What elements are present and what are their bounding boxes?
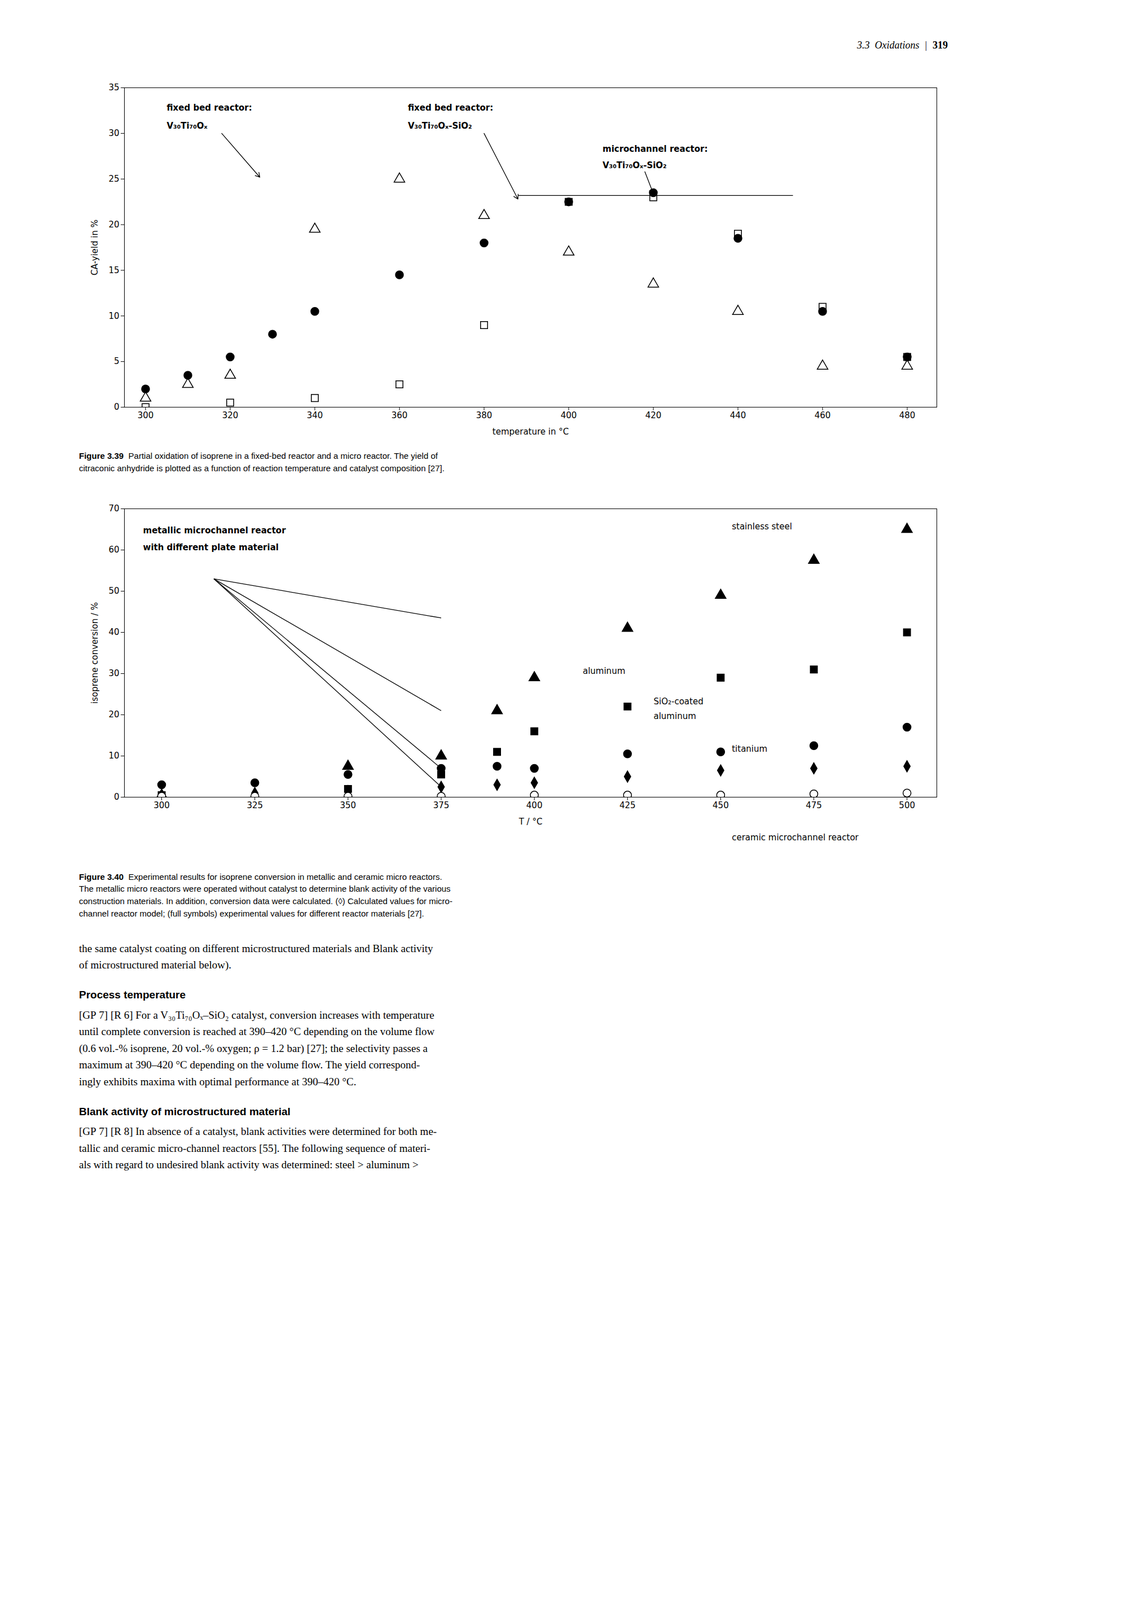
- html-text:Blank activity of microstructu: Blank activity of microstructured materi…: [78, 1105, 291, 1118]
- svg-text:10: 10: [108, 750, 120, 761]
- svg-text:V₃₀Ti₇₀Oₓ: V₃₀Ti₇₀Oₓ: [166, 120, 209, 131]
- html-text:[GP 7] [R 6] For a V₃₀Ti₇₀Oₓ–S: [GP 7] [R 6] For a V₃₀Ti₇₀Oₓ–SiO₂ cataly…: [78, 1008, 435, 1021]
- svg-text:ceramic microchannel reactor: ceramic microchannel reactor: [731, 832, 859, 843]
- svg-text:340: 340: [306, 410, 324, 421]
- svg-text:10: 10: [108, 310, 120, 322]
- svg-text:425: 425: [619, 800, 636, 811]
- html-text:construction materials. In add: construction materials. In addition, con…: [78, 895, 453, 906]
- svg-text:360: 360: [391, 410, 408, 421]
- html-text:the same catalyst coating on d: the same catalyst coating on different m…: [78, 941, 434, 954]
- svg-text:titanium: titanium: [731, 743, 768, 754]
- html-text:The metallic micro reactors we: The metallic micro reactors were operate…: [78, 883, 451, 894]
- svg-text:V₃₀Ti₇₀Oₓ-SiO₂: V₃₀Ti₇₀Oₓ-SiO₂: [407, 120, 473, 131]
- html-text:ingly exhibits maxima with opt: ingly exhibits maxima with optimal perfo…: [78, 1075, 357, 1087]
- svg-text:T / °C: T / °C: [518, 815, 543, 826]
- svg-text:400: 400: [526, 800, 543, 811]
- svg-text:0: 0: [113, 791, 120, 802]
- svg-text:aluminum: aluminum: [653, 710, 696, 721]
- svg-text:30: 30: [108, 667, 120, 679]
- html-text:3.3 Oxidations |: 3.3 Oxidations |: [856, 39, 927, 51]
- svg-text:300: 300: [137, 410, 155, 421]
- svg-text:40: 40: [108, 626, 120, 637]
- svg-text:440: 440: [730, 410, 747, 421]
- html-text:channel reactor model; (full s: channel reactor model; (full symbols) ex…: [78, 908, 425, 918]
- svg-text:380: 380: [476, 410, 493, 421]
- svg-text:420: 420: [645, 410, 662, 421]
- svg-text:325: 325: [246, 800, 263, 811]
- svg-text:fixed bed reactor:: fixed bed reactor:: [166, 102, 253, 113]
- svg-text:fixed bed reactor:: fixed bed reactor:: [407, 102, 494, 113]
- svg-text:300: 300: [153, 800, 170, 811]
- svg-text:20: 20: [108, 709, 120, 720]
- html-text:[GP 7] [R 8] In absence of a c: [GP 7] [R 8] In absence of a catalyst, b…: [78, 1125, 437, 1138]
- svg-text:microchannel reactor:: microchannel reactor:: [602, 143, 708, 155]
- html-text:of microstructured material be: of microstructured material below).: [78, 958, 232, 971]
- svg-text:20: 20: [108, 219, 120, 230]
- svg-text:15: 15: [108, 265, 120, 276]
- svg-text:metallic microchannel reactor: metallic microchannel reactor: [143, 525, 287, 536]
- svg-text:0: 0: [113, 401, 120, 412]
- svg-text:aluminum: aluminum: [582, 665, 626, 676]
- svg-text:5: 5: [113, 355, 120, 367]
- svg-text:SiO₂-coated: SiO₂-coated: [653, 696, 703, 707]
- html-text:Figure 3.39 Partial oxidation: Figure 3.39 Partial oxidation of isopren…: [78, 450, 438, 461]
- html-text:until complete conversion is r: until complete conversion is reached at …: [78, 1025, 435, 1038]
- html-text:als with regard to undesired b: als with regard to undesired blank activ…: [78, 1158, 419, 1171]
- svg-text:50: 50: [108, 585, 120, 596]
- svg-text:CA-yield in %: CA-yield in %: [89, 219, 100, 276]
- svg-text:350: 350: [340, 800, 357, 811]
- svg-text:temperature in °C: temperature in °C: [492, 426, 569, 437]
- svg-text:450: 450: [712, 800, 729, 811]
- svg-text:isoprene conversion / %: isoprene conversion / %: [89, 601, 100, 704]
- html-text:Process temperature: Process temperature: [78, 988, 186, 1001]
- svg-text:30: 30: [108, 128, 120, 139]
- svg-text:stainless steel: stainless steel: [731, 521, 793, 532]
- svg-text:320: 320: [222, 410, 239, 421]
- svg-text:460: 460: [814, 410, 832, 421]
- svg-text:70: 70: [108, 503, 120, 514]
- svg-text:475: 475: [805, 800, 823, 811]
- svg-text:V₃₀Ti₇₀Oₓ-SiO₂: V₃₀Ti₇₀Oₓ-SiO₂: [602, 160, 667, 171]
- html-text:Figure 3.40 Experimental resul: Figure 3.40 Experimental results for iso…: [78, 871, 443, 881]
- html-text:maximum at 390–420 °C dependin: maximum at 390–420 °C depending on the v…: [78, 1058, 420, 1071]
- html-text:319: 319: [932, 39, 948, 51]
- svg-text:60: 60: [108, 544, 120, 555]
- svg-text:500: 500: [898, 800, 916, 811]
- svg-text:375: 375: [433, 800, 450, 811]
- html-text:citraconic anhydride is plotte: citraconic anhydride is plotted as a fun…: [78, 463, 445, 473]
- svg-text:35: 35: [108, 82, 120, 93]
- svg-text:with different plate material: with different plate material: [143, 541, 279, 552]
- svg-text:480: 480: [899, 410, 916, 421]
- svg-text:400: 400: [560, 410, 578, 421]
- svg-text:25: 25: [108, 173, 120, 184]
- html-text:tallic and ceramic micro-chann: tallic and ceramic micro-channel reactor…: [78, 1141, 431, 1154]
- html-text:(0.6 vol.-% isoprene, 20 vol.-: (0.6 vol.-% isoprene, 20 vol.-% oxygen; …: [78, 1041, 428, 1054]
